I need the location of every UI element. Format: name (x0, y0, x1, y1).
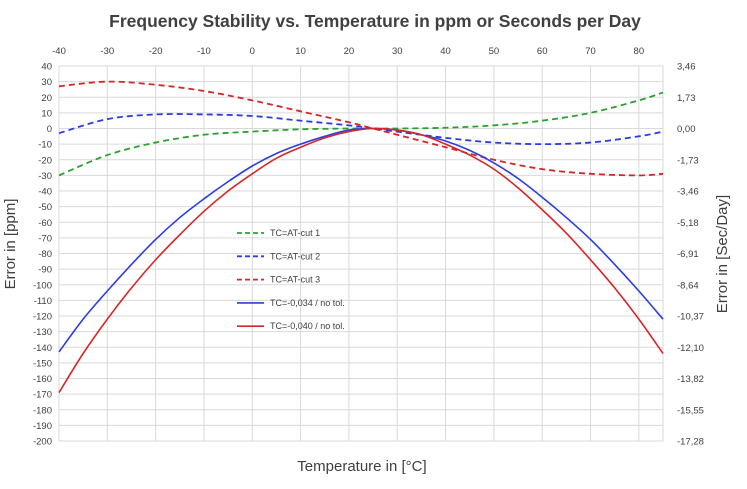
y-tick-label: 30 (41, 77, 52, 88)
x-tick-label: 30 (392, 46, 403, 57)
legend-label-3: TC=AT-cut 3 (270, 275, 320, 285)
x-tick-label: 40 (440, 46, 451, 57)
x-tick-label: -10 (197, 46, 211, 57)
y2-tick-label: 0,00 (677, 124, 696, 135)
tick-labels: 403020100-10-20-30-40-50-60-70-80-90-100… (33, 46, 704, 448)
y-tick-label: -170 (33, 390, 52, 401)
data-series (58, 80, 664, 393)
series-5-line (58, 127, 664, 393)
y-tick-label: -40 (38, 187, 52, 198)
x-tick-label: -20 (149, 46, 163, 57)
y2-tick-label: -10,37 (677, 312, 704, 323)
y-tick-label: 0 (47, 124, 52, 135)
y-tick-label: -120 (33, 312, 52, 323)
series-2-line (58, 113, 664, 146)
y2-tick-label: -6,91 (677, 249, 699, 260)
y-tick-label: -190 (33, 421, 52, 432)
x-tick-label: 10 (295, 46, 306, 57)
y2-tick-label: -5,18 (677, 218, 699, 229)
y2-tick-label: 1,73 (677, 93, 696, 104)
y-tick-label: -110 (34, 296, 52, 307)
y-tick-label: -90 (38, 265, 52, 276)
y2-tick-label: -13,82 (677, 374, 704, 385)
x-tick-label: 20 (344, 46, 355, 57)
y-tick-label: -160 (33, 374, 52, 385)
y-tick-label: -100 (33, 280, 52, 291)
y-tick-label: -180 (33, 405, 52, 416)
y-tick-label: -70 (38, 233, 52, 244)
x-axis-title: Temperature in [°C] (297, 458, 426, 475)
y-tick-label: -130 (33, 327, 52, 338)
y-tick-label: -60 (38, 218, 52, 229)
y-axis-title: Error in [ppm] (2, 199, 19, 290)
y2-tick-label: -1,73 (677, 155, 699, 166)
series-3-line (58, 80, 664, 177)
legend-label-1: TC=AT-cut 1 (270, 228, 320, 238)
y-tick-label: -150 (33, 358, 52, 369)
legend: TC=AT-cut 1 TC=AT-cut 2 TC=AT-cut 3 TC=-0,0… (237, 228, 345, 331)
x-tick-label: 60 (537, 46, 548, 57)
y2-tick-label: 3,46 (677, 62, 696, 73)
legend-label-2: TC=AT-cut 2 (270, 251, 320, 261)
x-tick-label: -40 (52, 46, 66, 57)
y-tick-label: 40 (41, 62, 52, 73)
y2-tick-label: -17,28 (677, 437, 704, 448)
y2-tick-label: -15,55 (677, 405, 704, 416)
y-tick-label: -80 (38, 249, 52, 260)
y-tick-label: -20 (38, 155, 52, 166)
grid (58, 65, 664, 442)
y-tick-label: 20 (41, 93, 52, 104)
y-tick-label: -200 (33, 437, 52, 448)
y-tick-label: -140 (33, 343, 52, 354)
x-tick-label: 50 (489, 46, 500, 57)
x-tick-label: 70 (585, 46, 596, 57)
series-1-line (58, 91, 664, 177)
y-tick-label: 10 (41, 108, 52, 119)
y-tick-label: -50 (38, 202, 52, 213)
x-tick-label: 0 (250, 46, 255, 57)
y2-tick-label: -3,46 (677, 187, 699, 198)
legend-label-4: TC=-0,034 / no tol. (270, 298, 345, 308)
y-tick-label: -30 (38, 171, 52, 182)
y-tick-label: -10 (38, 140, 52, 151)
x-tick-label: 80 (634, 46, 645, 57)
y2-tick-label: -8,64 (677, 280, 699, 291)
x-tick-label: -30 (100, 46, 114, 57)
y2-tick-label: -12,10 (677, 343, 704, 354)
legend-label-5: TC=-0,040 / no tol. (270, 321, 345, 331)
y2-axis-title: Error in [Sec/Day] (714, 195, 731, 313)
chart-title: Frequency Stability vs. Temperature in p… (109, 11, 641, 31)
